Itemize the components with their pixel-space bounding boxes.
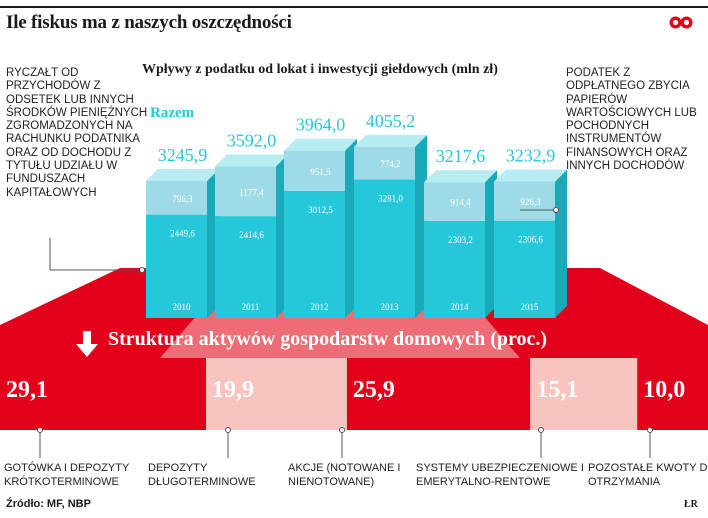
bar-total-label: 3964,0 <box>296 115 346 135</box>
bar-top-label: 774,2 <box>380 159 400 169</box>
bar-segment-top <box>215 166 276 217</box>
share-segment <box>530 358 638 430</box>
page-title: Ile fiskus ma z naszych oszczędności <box>6 12 292 33</box>
bar-segment-top <box>424 182 485 221</box>
category-label: Gotówka i depozyty krótkoterminowe <box>4 462 130 488</box>
right-note-dot <box>553 207 559 213</box>
leader-dot <box>538 427 544 433</box>
bar-top-face <box>284 138 357 151</box>
share-value-label: 19,9 <box>212 377 254 403</box>
category-label: Depozyty długoterminowe <box>148 462 256 488</box>
bar-bottom-label: 2414,6 <box>239 230 264 240</box>
bar-year-label: 2014 <box>451 302 470 312</box>
bar-bottom-label: 3012,5 <box>308 205 333 215</box>
share-segment <box>637 358 708 430</box>
leader-layer <box>37 207 653 458</box>
share-value-label: 15,1 <box>536 377 578 403</box>
leader-dot <box>225 427 231 433</box>
bar-total-label: 3217,6 <box>436 146 486 166</box>
bar-top-label: 1177,4 <box>239 187 264 197</box>
arrow-down-icon <box>76 331 98 357</box>
bar-segment-top <box>146 181 207 215</box>
bar-segment-top <box>354 146 415 180</box>
total-series-label: Razem <box>150 105 195 121</box>
bar-segment-bottom <box>494 220 555 318</box>
bar-bottom-label: 2306,6 <box>518 235 543 245</box>
leader-dot <box>37 427 43 433</box>
bar-top-label: 796,3 <box>172 194 193 204</box>
source-note: Źródło: MF, NBP <box>6 498 91 510</box>
bar-total-label: 3592,0 <box>227 130 277 150</box>
bar-year-label: 2013 <box>381 302 400 312</box>
bar-bottom-label: 2303,2 <box>448 235 473 245</box>
chart-title: Wpływy z podatku od lokat i inwestycji g… <box>142 62 498 77</box>
bar-top-face <box>494 169 567 182</box>
right-note: Podatek z odpłatnego zbycia papierów war… <box>566 67 697 173</box>
bar-segment-bottom <box>215 216 276 318</box>
category-label: Pozostałe kwoty do otrzymania <box>588 462 708 488</box>
top-rule <box>0 6 708 8</box>
bar-segment-top <box>284 150 345 191</box>
bar-segment-bottom <box>354 179 415 318</box>
bar-top-label: 926,3 <box>520 197 541 207</box>
bar-side <box>555 169 567 318</box>
share-segment <box>346 358 531 430</box>
bar-bottom-label: 2449,6 <box>170 229 195 239</box>
author-mark: ŁR <box>684 499 698 510</box>
strip-layer: 29,1 19,9 25,9 15,1 10,0 <box>0 358 708 430</box>
bar-top-face <box>215 154 288 167</box>
category-label: Systemy ubezpieczeniowe i emerytalno-ren… <box>416 462 584 488</box>
bar-top-face <box>146 169 219 182</box>
bar-segment-top <box>494 181 555 221</box>
bar-year-label: 2012 <box>311 302 329 312</box>
share-value-label: 10,0 <box>643 377 685 403</box>
bar-segment-bottom <box>146 214 207 318</box>
leader-dot <box>647 427 653 433</box>
bar-year-label: 2010 <box>173 302 192 312</box>
bar-bottom-label: 3281,0 <box>378 194 403 204</box>
left-note: Ryczałt od przychodów z odsetek lub inny… <box>6 67 148 199</box>
bar-year-label: 2015 <box>521 302 540 312</box>
bar-top-label: 951,5 <box>310 167 331 177</box>
bar-year-label: 2011 <box>242 302 260 312</box>
section-title: Struktura aktywów gospodarstw domowych (… <box>108 328 548 350</box>
bar-top-face <box>354 134 427 147</box>
share-value-label: 25,9 <box>353 377 395 403</box>
bars-layer: 796,3 2449,6 2010 3245,9 1177,4 2414,6 2011 359… <box>146 105 567 318</box>
share-value-label: 29,1 <box>6 377 48 403</box>
share-segment <box>0 358 207 430</box>
bar-top-face <box>424 170 497 183</box>
bar-segment-bottom <box>284 190 345 318</box>
bar-total-label: 3245,9 <box>158 145 208 165</box>
bar-segment-bottom <box>424 220 485 318</box>
left-note-leader <box>49 238 142 271</box>
category-label: Akcje (notowane i nienotowane) <box>288 462 401 488</box>
bar-top-label: 914,4 <box>450 198 471 208</box>
bar-total-label: 3232,9 <box>506 146 556 166</box>
left-note-dot <box>139 267 145 273</box>
rp-logo-icon <box>669 16 693 29</box>
share-segment <box>206 358 347 430</box>
bar-total-label: 4055,2 <box>366 111 416 131</box>
leader-dot <box>339 427 345 433</box>
